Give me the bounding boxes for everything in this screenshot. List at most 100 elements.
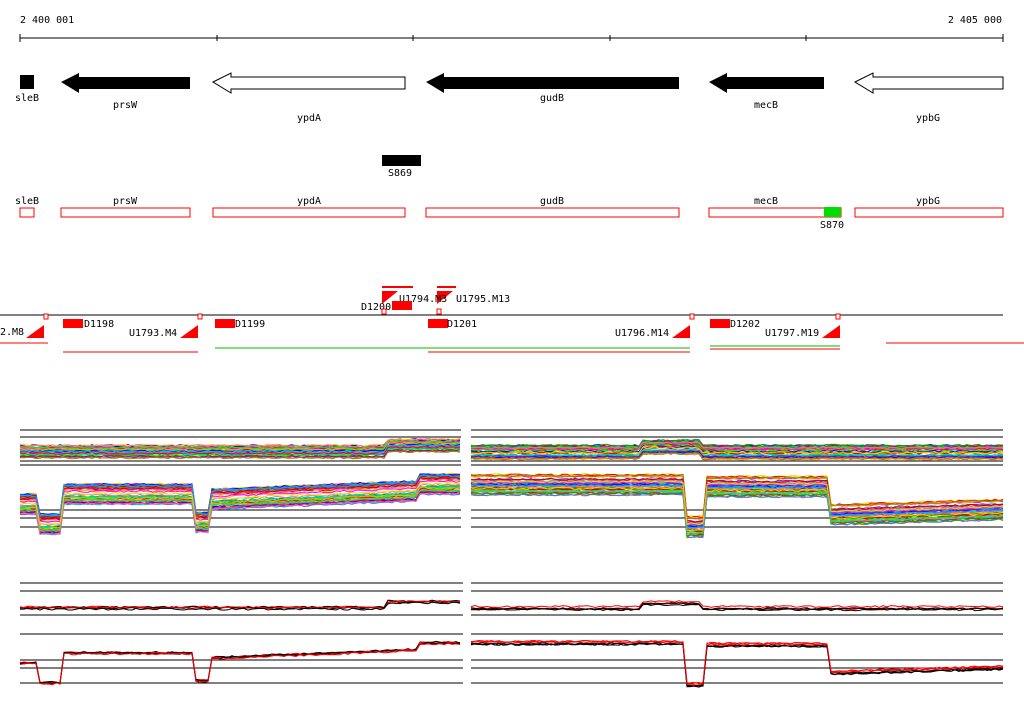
expression-profile-line bbox=[19, 474, 461, 517]
expression-profile-line bbox=[19, 438, 461, 448]
gene-label-ypdA: ypdA bbox=[297, 113, 321, 124]
terminator-U1793 bbox=[180, 325, 198, 338]
gene-label-gudB: gudB bbox=[540, 93, 564, 104]
tu-label-U1797: U1797.M19 bbox=[765, 328, 819, 339]
annotation-label-mecB: mecB bbox=[754, 196, 778, 207]
expression-profile-line bbox=[19, 479, 461, 523]
expression-profile-line bbox=[19, 485, 461, 529]
expression-profile-line bbox=[19, 482, 461, 525]
terminator-U1794 bbox=[382, 291, 398, 304]
feature-S869[interactable] bbox=[382, 155, 421, 166]
expression-profile-line bbox=[20, 599, 461, 609]
expression-profile-line bbox=[470, 486, 1004, 532]
expression-profile-line bbox=[470, 441, 1004, 450]
gene-sleB[interactable] bbox=[20, 75, 34, 89]
gene-gudB[interactable] bbox=[426, 73, 679, 93]
annotation-box-mecB[interactable] bbox=[708, 207, 842, 218]
annotation-box-ypbG[interactable] bbox=[854, 207, 1004, 218]
annotation-label-ypbG: ypbG bbox=[916, 196, 940, 207]
expression-profile-line bbox=[19, 492, 461, 536]
ruler-end-label: 2 405 000 bbox=[948, 15, 1002, 26]
tu-end-marker bbox=[197, 313, 203, 320]
tu-end-marker bbox=[436, 308, 442, 315]
expression-profile-line bbox=[470, 480, 1004, 526]
expression-profile-line bbox=[470, 481, 1004, 526]
expression-profile-line bbox=[19, 476, 461, 520]
expression-profile-line bbox=[470, 642, 1004, 687]
tu-label-left-cut: 2.M8 bbox=[0, 327, 24, 338]
annotation-box-prsW[interactable] bbox=[60, 207, 191, 218]
gene-prsW[interactable] bbox=[61, 73, 190, 93]
expression-panel-replicates bbox=[19, 582, 1004, 688]
feature-S870[interactable] bbox=[824, 207, 841, 217]
expression-profile-line bbox=[19, 641, 461, 685]
tu-label-D1199: D1199 bbox=[235, 319, 265, 330]
expression-profile-line bbox=[19, 601, 461, 611]
promoter-D1202[interactable] bbox=[710, 319, 730, 328]
annotation-box-ypdA[interactable] bbox=[212, 207, 406, 218]
expression-profile-line bbox=[19, 642, 461, 686]
ruler-start-label: 2 400 001 bbox=[20, 15, 74, 26]
tu-label-D1201: D1201 bbox=[447, 319, 477, 330]
tu-label-U1793: U1793.M4 bbox=[129, 328, 177, 339]
expression-profile-line bbox=[19, 441, 461, 451]
expression-profile-line bbox=[470, 443, 1004, 452]
expression-profile-line bbox=[470, 446, 1003, 455]
expression-profile-line bbox=[19, 641, 461, 685]
expression-profile-line bbox=[470, 448, 1004, 457]
expression-profile-line bbox=[19, 474, 461, 518]
gene-ypbG[interactable] bbox=[853, 72, 1004, 94]
tu-label-U1796: U1796.M14 bbox=[615, 328, 669, 339]
expression-panel-conditions bbox=[19, 429, 1004, 539]
expression-profile-line bbox=[470, 600, 1004, 609]
expression-profile-line bbox=[19, 450, 461, 460]
tu-end-marker bbox=[381, 308, 387, 315]
promoter-D1199[interactable] bbox=[215, 319, 235, 328]
annotation-label-prsW: prsW bbox=[113, 196, 138, 207]
expression-profile-line bbox=[19, 447, 461, 457]
terminator-U1796 bbox=[672, 325, 690, 338]
gene-label-sleB: sleB bbox=[15, 93, 39, 104]
expression-profile-line bbox=[19, 640, 461, 684]
expression-profile-line bbox=[19, 642, 461, 685]
expression-profile-line bbox=[19, 444, 461, 454]
feature-label-S869: S869 bbox=[388, 168, 412, 179]
terminator-left bbox=[26, 325, 44, 338]
expression-profile-line bbox=[19, 491, 461, 535]
annotation-track: sleB prsW ypdA gudB mecB ypbG S870 bbox=[15, 196, 1004, 231]
transcription-unit-track: 2.M8 D1198 U1793.M4 D1199 U1794.M3 U1795… bbox=[0, 286, 1024, 353]
expression-profile-line bbox=[470, 477, 1004, 523]
expression-profile-line bbox=[470, 483, 1004, 529]
tu-label-D1200: D1200 bbox=[361, 302, 391, 313]
annotation-label-sleB: sleB bbox=[15, 196, 39, 207]
expression-profile-line bbox=[470, 489, 1004, 534]
gene-mecB[interactable] bbox=[709, 73, 824, 93]
expression-profile-line bbox=[470, 442, 1004, 451]
expression-profile-line bbox=[470, 642, 1004, 688]
promoter-D1200[interactable] bbox=[392, 301, 412, 310]
gene-ypdA[interactable] bbox=[211, 72, 406, 94]
terminator-U1795 bbox=[437, 291, 453, 304]
annotation-label-gudB: gudB bbox=[540, 196, 564, 207]
expression-profile-line bbox=[470, 474, 1004, 520]
expression-profile-line bbox=[470, 603, 1004, 612]
expression-profile-line bbox=[470, 450, 1003, 459]
tu-end-marker bbox=[689, 313, 695, 320]
gene-label-prsW: prsW bbox=[113, 100, 138, 111]
expression-profile-line bbox=[470, 642, 1004, 688]
promoter-D1198[interactable] bbox=[63, 319, 83, 328]
expression-profile-line bbox=[470, 641, 1004, 686]
gene-label-mecB: mecB bbox=[754, 100, 778, 111]
expression-profile-line bbox=[470, 482, 1004, 528]
annotation-box-sleB[interactable] bbox=[19, 207, 35, 218]
promoter-D1201[interactable] bbox=[428, 319, 448, 328]
terminator-U1797 bbox=[822, 325, 840, 338]
expression-profile-line bbox=[19, 449, 461, 459]
expression-profile-line bbox=[470, 452, 1004, 461]
annotation-label-ypdA: ypdA bbox=[297, 196, 321, 207]
annotation-box-gudB[interactable] bbox=[425, 207, 680, 218]
expression-profile-line bbox=[19, 488, 461, 532]
expression-profile-line bbox=[471, 446, 1004, 455]
feature-label-S870: S870 bbox=[820, 220, 844, 231]
